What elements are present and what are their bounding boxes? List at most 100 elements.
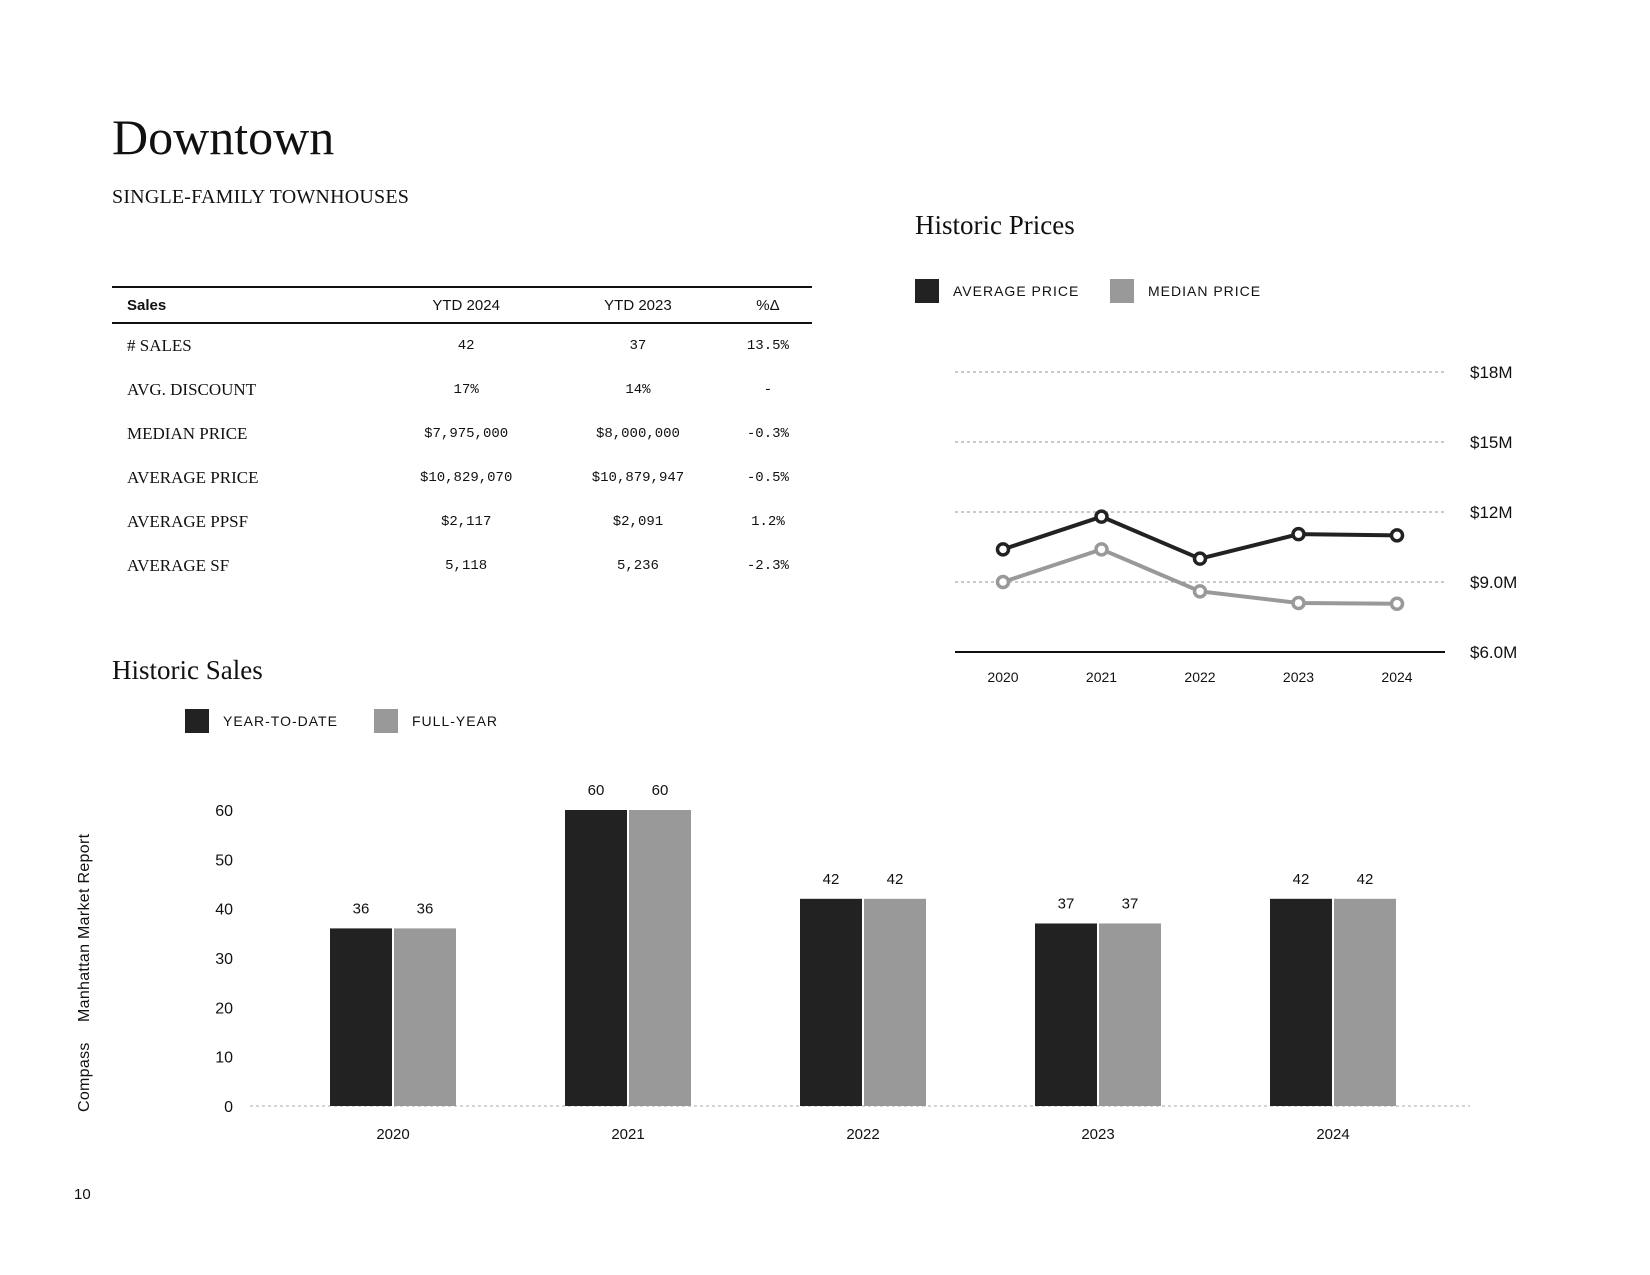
- median-price-point: [1389, 596, 1405, 611]
- legend-year-to-date: YEAR-TO-DATE: [185, 709, 338, 733]
- average-price-line: [1002, 514, 1398, 561]
- price-y-tick-label: $9.0M: [1470, 573, 1517, 592]
- sales-x-tick-label: 2021: [611, 1126, 644, 1143]
- average-price-point: [1291, 526, 1306, 542]
- legend-label: MEDIAN PRICE: [1148, 283, 1262, 299]
- bar-value-label: 36: [417, 900, 434, 917]
- ytd-bar: [800, 898, 862, 1106]
- price-x-tick-label: 2022: [1184, 669, 1215, 685]
- row-label: AVERAGE PRICE: [127, 468, 259, 487]
- table-header-cell: %Δ: [723, 286, 812, 324]
- table-row: MEDIAN PRICE $7,975,000 $8,000,000 -0.3%: [112, 412, 812, 456]
- historic-prices-title: Historic Prices: [915, 210, 1075, 240]
- sales-x-tick-label: 2020: [376, 1126, 409, 1143]
- price-x-tick-label: 2023: [1283, 669, 1314, 685]
- table-row: AVG. DISCOUNT 17% 14% -: [112, 368, 812, 412]
- table-cell: 5,236: [616, 558, 659, 574]
- ytd-bar: [565, 810, 627, 1106]
- sales-x-tick-label: 2023: [1081, 1126, 1114, 1143]
- sales-y-tick-label: 0: [224, 1099, 233, 1116]
- side-report-title: Manhattan Market Report: [76, 833, 93, 1022]
- ytd-bar: [330, 928, 392, 1106]
- sales-y-tick-label: 60: [215, 803, 233, 820]
- average-price-point: [1094, 509, 1109, 524]
- legend-median-price: MEDIAN PRICE: [1110, 279, 1261, 303]
- bar-value-label: 42: [823, 871, 840, 888]
- table-row: # SALES 42 37 13.5%: [112, 323, 812, 368]
- legend-full-year: FULL-YEAR: [374, 709, 498, 733]
- page-number: 10: [74, 1186, 91, 1203]
- row-label: AVG. DISCOUNT: [127, 380, 257, 399]
- table-cell: 17%: [453, 382, 479, 398]
- bar-value-label: 60: [588, 782, 605, 799]
- average-price-point: [1192, 551, 1208, 566]
- full-year-bar: [864, 898, 926, 1106]
- legend-swatch-dark: [185, 709, 209, 733]
- table-cell: -2.3%: [746, 558, 789, 574]
- legend-average-price: AVERAGE PRICE: [915, 279, 1079, 303]
- table-cell: $10,879,947: [591, 470, 685, 486]
- bar-value-label: 42: [887, 871, 904, 888]
- price-y-tick-label: $18M: [1470, 363, 1513, 382]
- median-price-line: [1002, 547, 1398, 606]
- table-row: AVERAGE PRICE $10,829,070 $10,879,947 -0…: [112, 456, 812, 500]
- sales-y-tick-label: 20: [215, 1000, 233, 1017]
- table-cell: 42: [457, 338, 475, 354]
- historic-sales-title: Historic Sales: [112, 655, 263, 685]
- legend-swatch-light: [374, 709, 398, 733]
- page-subtitle: SINGLE-FAMILY TOWNHOUSES: [112, 186, 410, 208]
- table-header-cell: Sales: [112, 286, 381, 324]
- ytd-bar: [1270, 898, 1332, 1106]
- price-y-tick-label: $15M: [1470, 433, 1513, 452]
- table-header-cell: YTD 2023: [552, 286, 724, 324]
- bar-value-label: 37: [1058, 895, 1075, 912]
- table-cell: 5,118: [445, 558, 488, 574]
- full-year-bar: [1099, 923, 1161, 1106]
- table-cell: 13.5%: [746, 338, 789, 354]
- table-row: AVERAGE PPSF $2,117 $2,091 1.2%: [112, 500, 812, 544]
- price-y-tick-label: $12M: [1470, 503, 1513, 522]
- table-header-cell: YTD 2024: [380, 286, 553, 324]
- legend-label: AVERAGE PRICE: [953, 283, 1080, 299]
- full-year-bar: [1334, 898, 1396, 1106]
- table-header-row: Sales YTD 2024 YTD 2023 %Δ: [112, 286, 812, 324]
- legend-swatch-dark: [915, 279, 939, 303]
- row-label: MEDIAN PRICE: [127, 424, 248, 443]
- table-row: AVERAGE SF 5,118 5,236 -2.3%: [112, 544, 812, 588]
- table-cell: -: [763, 382, 773, 398]
- average-price-point: [1389, 528, 1405, 543]
- price-x-tick-label: 2020: [987, 669, 1018, 685]
- row-label: # SALES: [127, 336, 192, 355]
- full-year-bar: [629, 810, 691, 1106]
- page-title: Downtown: [112, 109, 335, 165]
- table-cell: $10,829,070: [419, 470, 513, 486]
- median-price-point: [1094, 542, 1109, 557]
- median-price-point: [1192, 584, 1208, 599]
- row-label: AVERAGE PPSF: [127, 512, 249, 531]
- price-x-tick-label: 2021: [1086, 669, 1117, 685]
- legend-label: YEAR-TO-DATE: [223, 713, 338, 729]
- table-cell: $7,975,000: [424, 426, 509, 442]
- table-cell: $2,091: [612, 514, 664, 530]
- sales-x-tick-label: 2022: [846, 1126, 879, 1143]
- row-label: AVERAGE SF: [127, 556, 230, 575]
- table-cell: 37: [629, 338, 647, 354]
- sales-y-tick-label: 40: [215, 902, 233, 919]
- sales-stats-table: Sales YTD 2024 YTD 2023 %Δ # SALES 42 37…: [112, 286, 812, 588]
- sales-y-tick-label: 10: [215, 1050, 233, 1067]
- sales-y-tick-label: 30: [215, 951, 233, 968]
- table-cell: 14%: [625, 382, 651, 398]
- legend-swatch-light: [1110, 279, 1134, 303]
- table-cell: $8,000,000: [595, 426, 680, 442]
- bar-value-label: 60: [652, 782, 669, 799]
- median-price-point: [995, 574, 1011, 590]
- ytd-bar: [1035, 923, 1097, 1106]
- average-price-point: [995, 542, 1011, 557]
- price-x-tick-label: 2024: [1381, 669, 1412, 685]
- bar-value-label: 37: [1122, 895, 1139, 912]
- sales-x-tick-label: 2024: [1316, 1126, 1349, 1143]
- table-cell: $2,117: [440, 514, 492, 530]
- legend-label: FULL-YEAR: [412, 713, 499, 729]
- table-cell: 1.2%: [751, 514, 785, 530]
- full-year-bar: [394, 928, 456, 1106]
